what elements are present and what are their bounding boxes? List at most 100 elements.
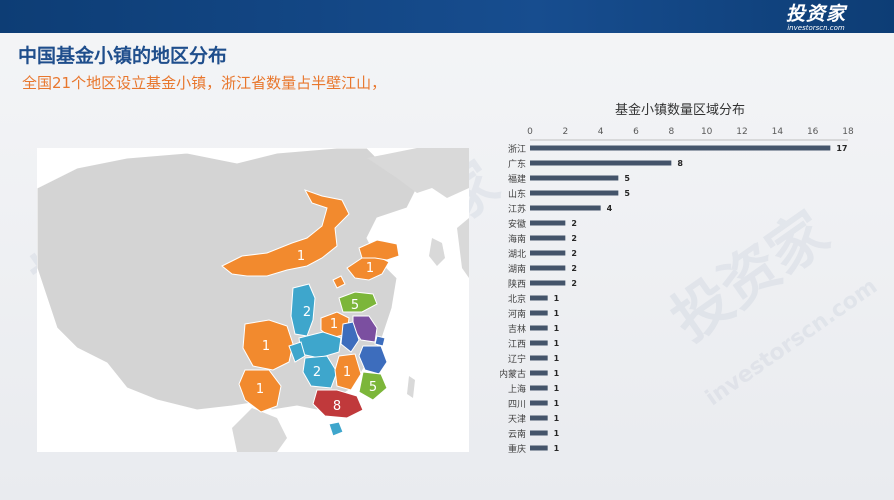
- chart-xticks: 0 2 4 6 8 10 12 14 16 18: [527, 127, 854, 137]
- chart-value-labels: 17 8 5 5 4 2 2 2 2 2 1 1 1 1 1 1 1 1 1 1 1: [554, 144, 848, 453]
- category-label: 浙江: [508, 143, 526, 155]
- map-land-north: [367, 148, 469, 198]
- value-label: 2: [571, 264, 577, 273]
- category-label: 河南: [508, 308, 526, 320]
- bar: [530, 400, 548, 406]
- value-label: 1: [554, 399, 560, 408]
- bar: [530, 295, 548, 301]
- value-label: 8: [677, 159, 683, 168]
- value-label: 2: [571, 219, 577, 228]
- value-label: 1: [554, 309, 560, 318]
- map-label: 2: [303, 305, 311, 320]
- china-map: 1 1 2 1 5 1 1 2 1 5 8: [36, 147, 469, 452]
- region-fujian: [358, 371, 388, 401]
- bar: [530, 445, 548, 451]
- region-jiangxi: [334, 353, 362, 391]
- value-label: 1: [554, 324, 560, 333]
- logo-subtext: investorscn.com: [787, 24, 845, 32]
- page-subtitle: 全国21个地区设立基金小镇，浙江省数量占半壁江山，: [22, 74, 387, 92]
- region-shandong: [338, 291, 378, 313]
- value-label: 1: [554, 414, 560, 423]
- map-label: 1: [262, 339, 270, 354]
- category-label: 山东: [508, 188, 526, 200]
- map-land-seasia: [232, 408, 287, 452]
- value-label: 1: [554, 294, 560, 303]
- region-inner-mongolia: [221, 189, 350, 277]
- logo-text: 投资家: [785, 3, 846, 25]
- value-label: 1: [554, 384, 560, 393]
- bar: [530, 145, 831, 151]
- value-label: 5: [624, 174, 630, 183]
- x-tick-label: 8: [668, 127, 674, 137]
- map-label: 2: [313, 365, 321, 380]
- bar: [530, 280, 566, 286]
- category-label: 福建: [508, 173, 526, 185]
- x-tick-label: 10: [701, 127, 713, 137]
- category-label: 上海: [508, 383, 526, 395]
- region-anhui: [340, 321, 360, 353]
- map-label: 5: [369, 380, 377, 395]
- value-label: 2: [571, 234, 577, 243]
- category-label: 吉林: [508, 323, 526, 335]
- category-label: 重庆: [508, 443, 526, 455]
- value-label: 1: [554, 354, 560, 363]
- logo: 投资家 investorscn.com: [786, 4, 846, 32]
- region-hunan: [302, 355, 338, 389]
- bar: [530, 415, 548, 421]
- bar: [530, 235, 566, 241]
- bar: [530, 175, 619, 181]
- value-label: 1: [554, 429, 560, 438]
- value-label: 2: [571, 249, 577, 258]
- bar: [530, 250, 566, 256]
- region-yunnan: [238, 369, 282, 413]
- x-tick-label: 16: [807, 127, 819, 137]
- category-label: 江西: [508, 339, 526, 350]
- region-hainan: [328, 421, 344, 437]
- region-shanghai: [374, 335, 386, 347]
- category-label: 安徽: [508, 218, 526, 230]
- x-tick-label: 18: [842, 127, 854, 137]
- bar: [530, 340, 548, 346]
- value-label: 2: [571, 279, 577, 288]
- bar: [530, 430, 548, 436]
- chart-title: 基金小镇数量区域分布: [614, 103, 745, 118]
- x-tick-label: 4: [598, 127, 604, 137]
- category-label: 湖北: [508, 249, 526, 260]
- category-label: 内蒙古: [500, 368, 526, 380]
- x-tick-label: 12: [736, 127, 747, 137]
- chart-bars: [530, 145, 831, 451]
- region-beijing: [332, 275, 346, 289]
- category-label: 陕西: [508, 278, 526, 290]
- x-tick-label: 2: [562, 127, 568, 137]
- category-label: 辽宁: [508, 353, 526, 365]
- value-label: 1: [554, 369, 560, 378]
- category-label: 天津: [508, 414, 526, 425]
- bar: [530, 160, 672, 166]
- chart-categories: 浙江广东福建山东江苏安徽海南湖北湖南陕西北京河南吉林江西辽宁内蒙古上海四川天津云…: [500, 143, 526, 455]
- x-tick-label: 6: [633, 127, 639, 137]
- header-bar: 投资家 investorscn.com: [0, 0, 894, 33]
- bar-chart: 0 2 4 6 8 10 12 14 16 18 浙江广东福建山东江苏安徽海南湖北湖南陕西北京河南…: [500, 127, 854, 455]
- category-label: 北京: [508, 293, 526, 305]
- bar: [530, 310, 548, 316]
- region-guangdong: [312, 389, 364, 419]
- value-label: 17: [836, 144, 847, 153]
- x-tick-label: 0: [527, 127, 533, 137]
- map-label: 8: [333, 399, 341, 414]
- map-label: 1: [330, 317, 338, 332]
- category-label: 江苏: [508, 203, 526, 215]
- map-label: 1: [343, 365, 351, 380]
- bar: [530, 355, 548, 361]
- bar: [530, 385, 548, 391]
- region-chongqing: [288, 341, 306, 363]
- bar: [530, 265, 566, 271]
- category-label: 四川: [508, 400, 526, 410]
- map-label: 1: [366, 261, 374, 276]
- region-sichuan: [242, 319, 294, 371]
- map-label: 1: [256, 382, 264, 397]
- map-svg: 1 1 2 1 5 1 1 2 1 5 8: [36, 147, 469, 452]
- category-label: 海南: [508, 233, 526, 245]
- value-label: 1: [554, 444, 560, 453]
- page-title: 中国基金小镇的地区分布: [18, 45, 228, 67]
- map-land-taiwan: [407, 376, 415, 398]
